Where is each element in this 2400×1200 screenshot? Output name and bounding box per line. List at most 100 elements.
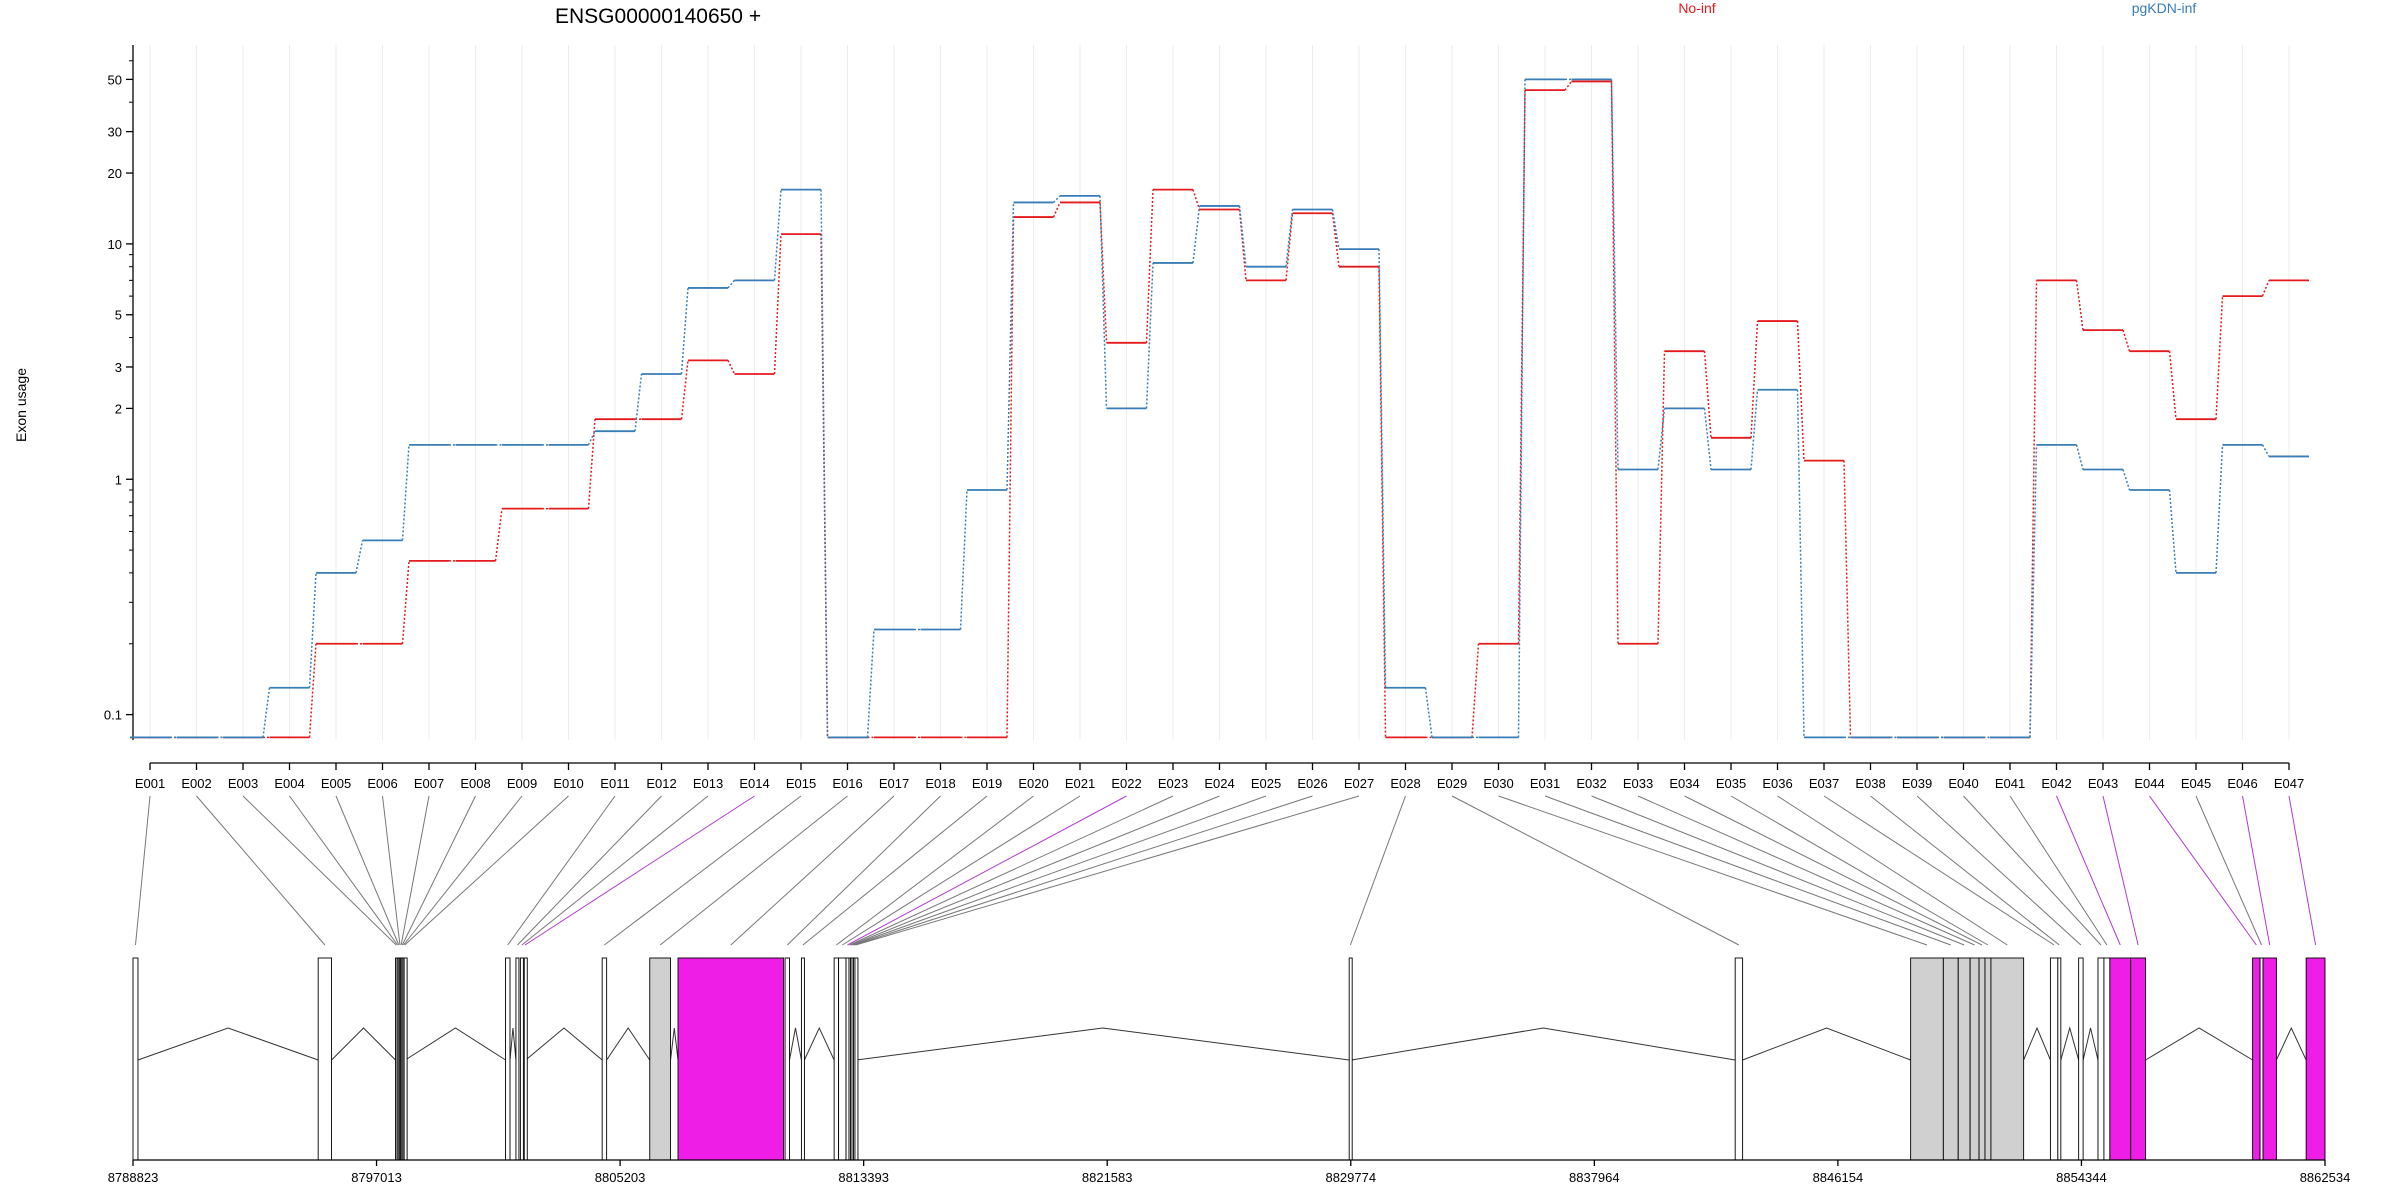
exon-box-E012	[515, 957, 520, 1161]
x-tick-label-E027: E027	[1344, 776, 1374, 791]
connector-no-inf	[1052, 202, 1061, 218]
intron-line	[2023, 1026, 2051, 1061]
x-tick-label-E033: E033	[1623, 776, 1653, 791]
coordinate-label-8837964: 8837964	[1569, 1170, 1620, 1185]
connector-no-inf	[727, 360, 736, 375]
connector-E008	[401, 795, 476, 946]
connector-E014	[524, 795, 755, 946]
exon-box-E036	[1990, 957, 2025, 1161]
x-tick-label-E008: E008	[460, 776, 490, 791]
connector-no-inf	[1471, 643, 1480, 738]
connector-E022	[847, 795, 1127, 946]
intron-line	[2060, 1026, 2080, 1061]
intron-line	[2082, 1027, 2099, 1061]
connector-no-inf	[2261, 280, 2270, 297]
y-tick-label-5: 5	[115, 308, 122, 323]
intron-line	[2145, 1027, 2253, 1061]
x-tick-label-E036: E036	[1762, 776, 1792, 791]
x-tick-label-E009: E009	[507, 776, 537, 791]
coordinate-label-8846154: 8846154	[1813, 1170, 1864, 1185]
intron-line	[1351, 1027, 1736, 1061]
x-tick-label-E031: E031	[1530, 776, 1560, 791]
connector-E012	[517, 795, 662, 946]
connector-E015	[604, 795, 802, 946]
intron-line	[803, 1026, 835, 1061]
intron-line	[331, 1027, 396, 1061]
y-tick-label-20: 20	[108, 166, 122, 181]
gene-model	[132, 957, 2326, 1161]
connector-E045	[2195, 795, 2262, 946]
exon-box-E033	[1969, 957, 1980, 1161]
x-tick-label-E030: E030	[1483, 776, 1513, 791]
connector-E007	[400, 795, 430, 946]
connector-pgkdn-inf	[1006, 202, 1015, 491]
exon-box-E032	[1957, 957, 1971, 1161]
connector-no-inf	[1238, 209, 1247, 281]
exon-box-E027	[854, 957, 859, 1161]
exon-box-E014	[523, 957, 528, 1161]
legend-entry-no-inf: No-inf	[1678, 0, 1715, 16]
connector-pgkdn-inf	[401, 444, 410, 541]
connector-no-inf	[2075, 280, 2084, 331]
connector-E046	[2242, 795, 2271, 946]
connector-no-inf	[1657, 351, 1666, 644]
exon-box-E046	[2262, 957, 2277, 1161]
x-tick-label-E019: E019	[972, 776, 1002, 791]
intron-line	[509, 1027, 517, 1061]
connector-pgkdn-inf	[1285, 209, 1294, 267]
connector-E043	[2102, 795, 2139, 946]
connector-pgkdn-inf	[587, 430, 596, 446]
x-tick-label-E034: E034	[1669, 776, 1699, 791]
x-tick-label-E016: E016	[832, 776, 862, 791]
coordinate-label-8797013: 8797013	[351, 1170, 402, 1185]
connector-E037	[1823, 795, 2055, 946]
connector-E019	[802, 795, 988, 946]
intron-line	[670, 1027, 679, 1061]
x-tick-label-E006: E006	[367, 776, 397, 791]
connector-pgkdn-inf	[773, 189, 782, 281]
connector-E041	[2009, 795, 2108, 946]
connector-pgkdn-inf	[2215, 444, 2224, 573]
connector-E024	[851, 795, 1220, 946]
connector-pgkdn-inf	[634, 373, 643, 432]
connector-E042	[2056, 795, 2121, 946]
connector-pgkdn-inf	[2168, 489, 2177, 573]
x-tick-label-E003: E003	[228, 776, 258, 791]
connector-pgkdn-inf	[2122, 469, 2131, 491]
x-tick-label-E042: E042	[2041, 776, 2071, 791]
connector-E010	[404, 795, 569, 946]
exon-box-E001	[132, 957, 139, 1161]
connector-E018	[786, 795, 941, 946]
connector-pgkdn-inf	[1192, 205, 1201, 264]
x-tick-label-E002: E002	[181, 776, 211, 791]
connector-pgkdn-inf	[1424, 687, 1433, 738]
connector-no-inf	[773, 234, 782, 375]
exon-box-E002	[317, 957, 333, 1161]
x-tick-label-E022: E022	[1111, 776, 1141, 791]
x-tick-label-E023: E023	[1158, 776, 1188, 791]
x-tick-label-E024: E024	[1204, 776, 1234, 791]
connector-E044	[2149, 795, 2257, 946]
connector-no-inf	[1285, 213, 1294, 281]
x-tick-label-E001: E001	[135, 776, 165, 791]
connector-no-inf	[1796, 321, 1805, 461]
x-tick-label-E021: E021	[1065, 776, 1095, 791]
connector-pgkdn-inf	[308, 572, 317, 688]
y-tick-label-3: 3	[115, 360, 122, 375]
connector-pgkdn-inf	[355, 540, 364, 574]
x-tick-label-E026: E026	[1297, 776, 1327, 791]
connector-pgkdn-inf	[680, 287, 689, 375]
connector-pgkdn-inf	[2029, 444, 2038, 738]
x-tick-label-E045: E045	[2181, 776, 2211, 791]
coordinate-label-8788823: 8788823	[108, 1170, 159, 1185]
connector-E031	[1544, 795, 1951, 946]
x-tick-label-E014: E014	[739, 776, 769, 791]
y-tick-label-1: 1	[115, 472, 122, 487]
x-tick-label-E043: E043	[2088, 776, 2118, 791]
connector-E039	[1916, 795, 2082, 946]
x-tick-label-E037: E037	[1809, 776, 1839, 791]
coordinate-label-8862534: 8862534	[2300, 1170, 2351, 1185]
exon-box-E013	[519, 957, 524, 1161]
y-tick-label-10: 10	[108, 237, 122, 252]
x-tick-label-E017: E017	[879, 776, 909, 791]
